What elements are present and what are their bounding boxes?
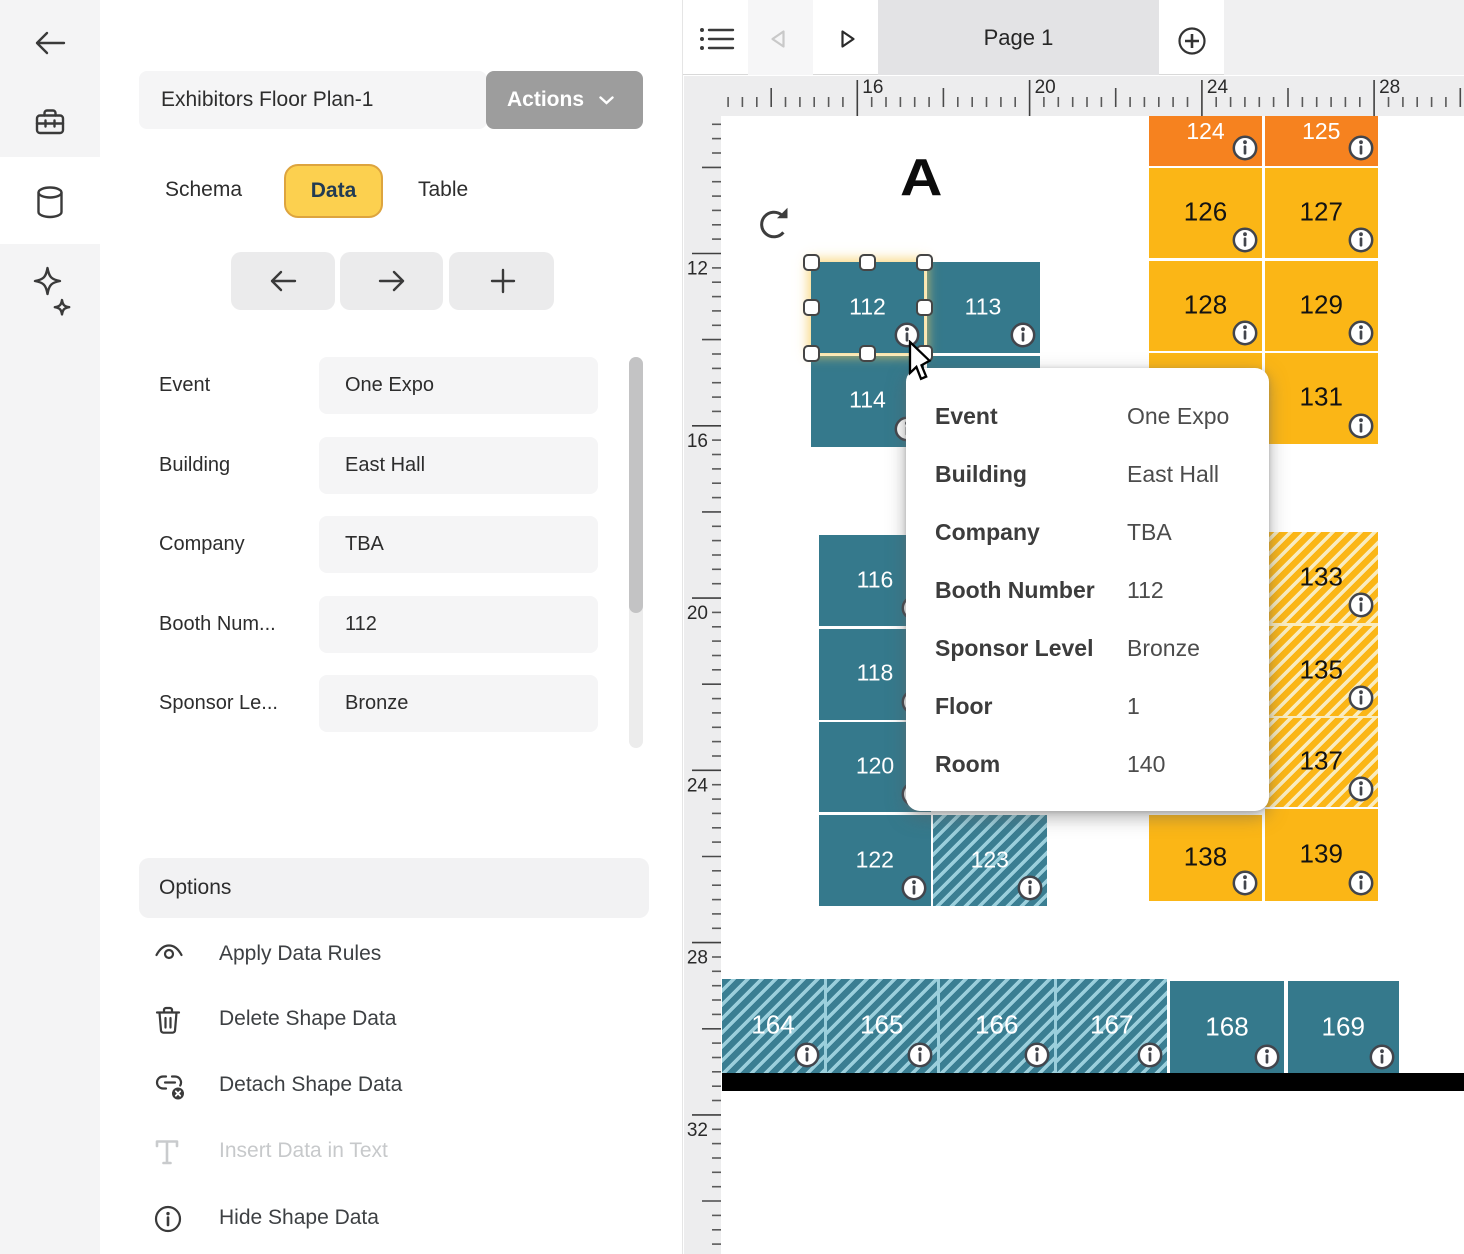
svg-text:12: 12 — [687, 259, 708, 280]
svg-text:28: 28 — [687, 948, 708, 969]
svg-text:20: 20 — [687, 603, 708, 624]
svg-text:32: 32 — [687, 1120, 708, 1141]
svg-text:28: 28 — [1379, 77, 1400, 98]
svg-text:20: 20 — [1035, 77, 1056, 98]
svg-text:24: 24 — [1207, 77, 1229, 98]
svg-text:16: 16 — [862, 77, 883, 98]
svg-text:16: 16 — [687, 431, 708, 452]
svg-text:24: 24 — [687, 775, 709, 796]
